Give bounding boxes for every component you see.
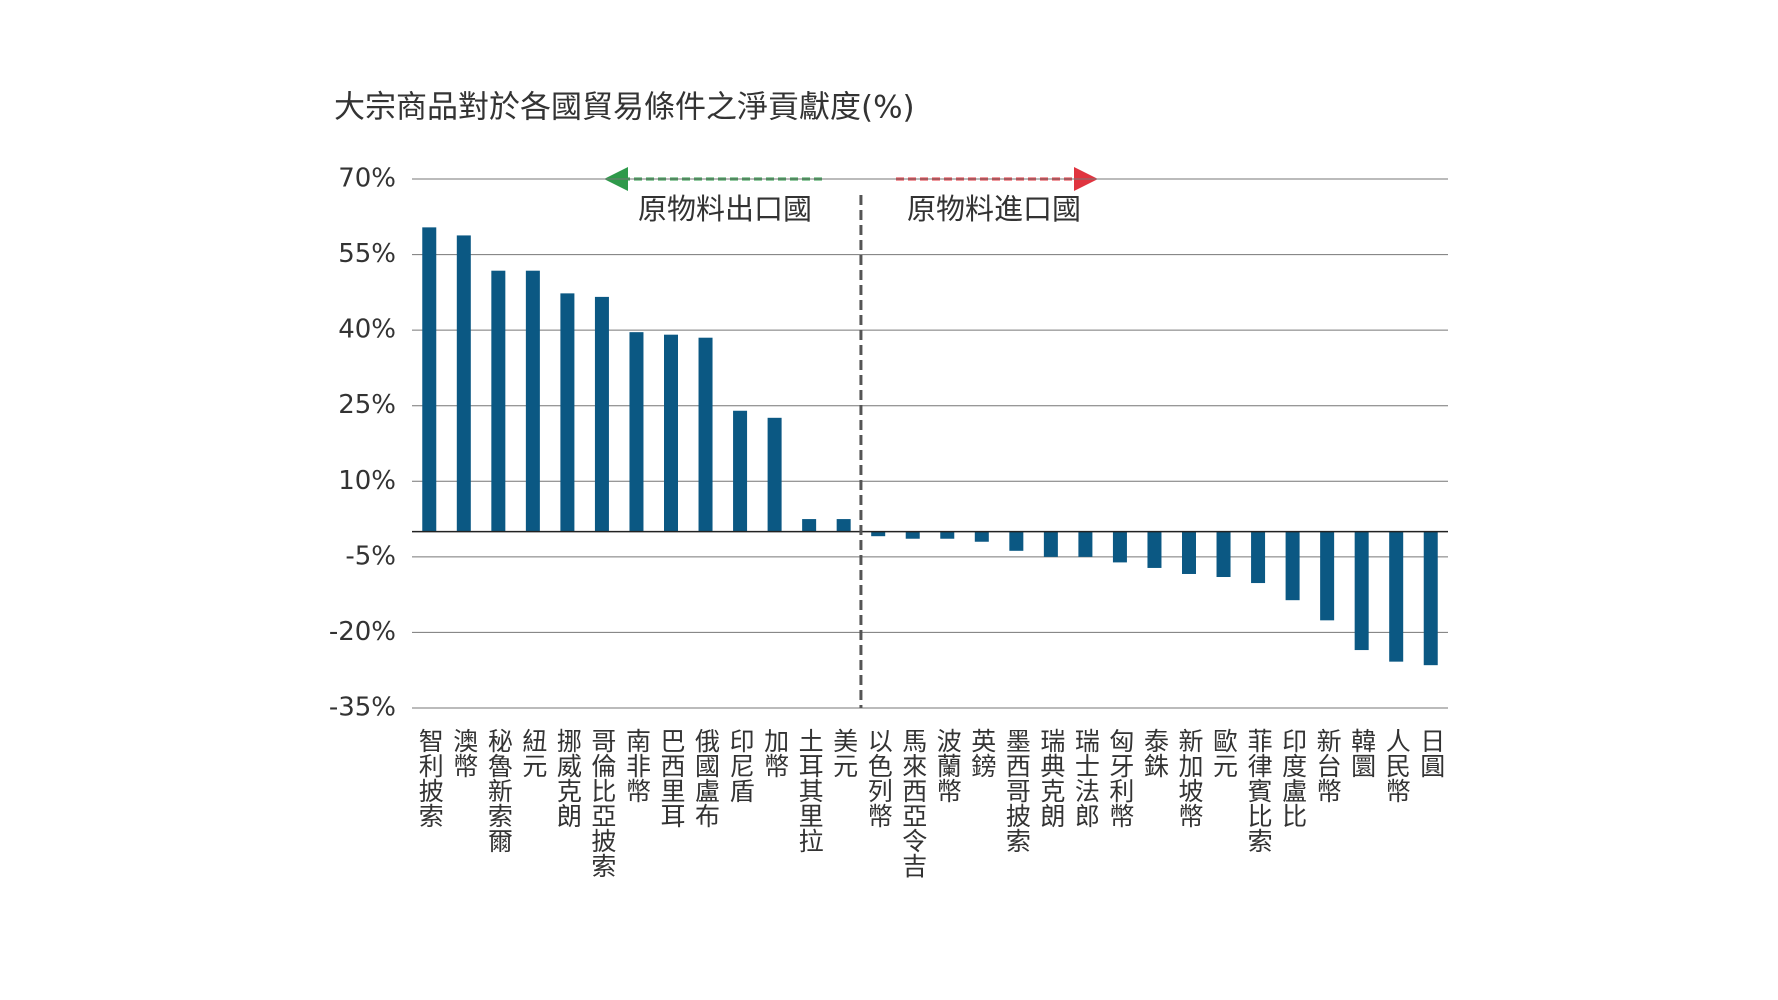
bar — [940, 531, 955, 539]
x-tick-label: 匈牙利幣 — [1105, 728, 1135, 828]
x-tick-label: 南非幣 — [622, 728, 652, 803]
y-tick-label: 70% — [338, 164, 396, 194]
bar — [698, 337, 713, 532]
y-tick-label: -20% — [329, 617, 396, 647]
bar — [1354, 531, 1369, 651]
bar — [1285, 531, 1300, 601]
x-tick-label: 智利披索 — [415, 728, 445, 828]
bar — [1389, 531, 1404, 662]
bar — [836, 519, 851, 532]
chart-title: 大宗商品對於各國貿易條件之淨貢獻度(%) — [334, 90, 915, 126]
x-tick-label: 印度盧比 — [1278, 728, 1308, 828]
bar — [1147, 531, 1162, 568]
bar — [525, 270, 540, 532]
x-tick-label: 波蘭幣 — [933, 728, 963, 803]
y-tick-label: -35% — [329, 693, 396, 723]
y-tick-label: -5% — [345, 541, 396, 571]
bar — [733, 410, 748, 532]
bar — [1251, 531, 1266, 584]
x-tick-label: 新加坡幣 — [1175, 728, 1204, 828]
y-tick-label: 25% — [338, 390, 396, 420]
x-tick-label: 新台幣 — [1313, 728, 1343, 803]
bar — [560, 293, 575, 532]
x-tick-label: 印尼盾 — [726, 728, 756, 803]
x-tick-label: 哥倫比亞披索 — [587, 728, 617, 878]
x-tick-label: 墨西哥披索 — [1002, 728, 1032, 853]
annotation: 原物料出口國 — [638, 192, 812, 226]
bar — [456, 235, 471, 532]
bar — [594, 296, 609, 532]
x-tick-label: 瑞士法郎 — [1071, 728, 1101, 828]
bar — [1043, 531, 1058, 557]
x-tick-label: 俄國盧布 — [691, 728, 721, 828]
x-tick-label: 菲律賓比索 — [1244, 728, 1274, 853]
x-tick-label: 以色列幣 — [864, 728, 894, 828]
x-tick-label: 人民幣 — [1382, 728, 1412, 803]
bar — [1216, 531, 1231, 578]
bar — [422, 227, 437, 532]
x-tick-label: 馬來西亞令吉 — [898, 728, 928, 878]
annotation: 原物料進口國 — [907, 192, 1081, 226]
x-tick-label: 美元 — [829, 728, 859, 778]
bar — [1423, 531, 1438, 666]
x-tick-label: 泰銖 — [1140, 728, 1170, 778]
bar — [1078, 531, 1093, 557]
bar — [1182, 531, 1196, 574]
x-tick-label: 土耳其里拉 — [795, 728, 825, 853]
x-tick-label: 瑞典克朗 — [1036, 728, 1066, 828]
y-tick-label: 55% — [338, 239, 396, 269]
bar — [629, 332, 644, 532]
x-tick-label: 加幣 — [760, 728, 790, 778]
x-tick-label: 巴西里耳 — [657, 728, 686, 828]
bar — [802, 519, 817, 532]
x-tick-label: 紐元 — [518, 728, 548, 778]
bar — [974, 531, 989, 542]
x-tick-label: 挪威克朗 — [553, 728, 583, 828]
bar — [664, 334, 678, 532]
x-tick-label: 英鎊 — [967, 728, 997, 778]
bar — [905, 531, 920, 539]
bar — [767, 417, 782, 532]
y-tick-label: 40% — [338, 315, 396, 345]
bar — [1112, 531, 1127, 563]
x-tick-label: 日圓 — [1416, 728, 1446, 778]
bar — [491, 270, 506, 532]
bar — [871, 531, 886, 537]
x-tick-label: 秘魯新索爾 — [484, 728, 514, 853]
y-tick-label: 10% — [338, 466, 396, 496]
bar — [1320, 531, 1335, 621]
x-tick-label: 澳幣 — [449, 728, 479, 778]
bar — [1009, 531, 1024, 551]
x-tick-label: 韓圜 — [1347, 728, 1377, 778]
x-tick-label: 歐元 — [1209, 728, 1239, 778]
